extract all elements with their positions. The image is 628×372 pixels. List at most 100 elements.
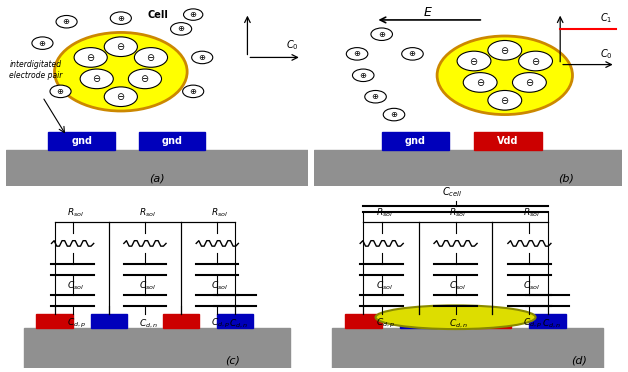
Text: $\oplus$: $\oplus$ bbox=[359, 71, 367, 80]
Circle shape bbox=[183, 85, 203, 97]
Bar bbox=[24, 328, 290, 368]
Text: $C_0$: $C_0$ bbox=[286, 38, 299, 52]
Text: $\ominus$: $\ominus$ bbox=[116, 91, 126, 102]
Text: E: E bbox=[424, 6, 432, 19]
Circle shape bbox=[457, 51, 491, 71]
Circle shape bbox=[488, 90, 522, 110]
Circle shape bbox=[183, 9, 203, 20]
Circle shape bbox=[488, 41, 522, 60]
Text: $\oplus$: $\oplus$ bbox=[198, 53, 207, 62]
Text: $\oplus$: $\oplus$ bbox=[189, 10, 197, 19]
Circle shape bbox=[365, 90, 386, 103]
Circle shape bbox=[50, 85, 71, 97]
Text: gnd: gnd bbox=[71, 137, 92, 146]
Text: $C_{d,n}$: $C_{d,n}$ bbox=[229, 317, 249, 330]
Bar bbox=[139, 132, 205, 150]
Bar bbox=[474, 314, 511, 328]
Text: $C_1$: $C_1$ bbox=[600, 12, 612, 25]
Bar bbox=[382, 132, 450, 150]
Text: $C_{sol}$: $C_{sol}$ bbox=[139, 279, 156, 292]
Circle shape bbox=[32, 37, 53, 49]
Text: $R_{sol}$: $R_{sol}$ bbox=[450, 206, 467, 219]
Text: $\oplus$: $\oplus$ bbox=[408, 49, 416, 58]
Text: Cell: Cell bbox=[148, 10, 169, 20]
Text: $C_{d,p}$: $C_{d,p}$ bbox=[523, 317, 543, 330]
Circle shape bbox=[74, 48, 107, 67]
Text: $\oplus$: $\oplus$ bbox=[377, 30, 386, 39]
Bar bbox=[48, 132, 115, 150]
Text: gnd: gnd bbox=[161, 137, 183, 146]
Text: $C_{sol}$: $C_{sol}$ bbox=[67, 279, 84, 292]
Bar bbox=[345, 314, 382, 328]
Text: gnd: gnd bbox=[405, 137, 426, 146]
Bar bbox=[400, 314, 437, 328]
Text: (b): (b) bbox=[558, 174, 574, 184]
Text: $C_{d,p}$: $C_{d,p}$ bbox=[67, 317, 86, 330]
Text: Vdd: Vdd bbox=[497, 137, 519, 146]
Text: $\ominus$: $\ominus$ bbox=[500, 95, 509, 106]
Text: $\ominus$: $\ominus$ bbox=[146, 52, 156, 63]
Text: $\ominus$: $\ominus$ bbox=[469, 55, 479, 67]
Circle shape bbox=[437, 36, 573, 115]
Text: $\oplus$: $\oplus$ bbox=[62, 17, 71, 26]
Text: $R_{sol}$: $R_{sol}$ bbox=[67, 206, 84, 219]
Circle shape bbox=[383, 108, 405, 121]
Circle shape bbox=[346, 48, 368, 60]
Bar bbox=[6, 150, 308, 186]
Text: $C_{sol}$: $C_{sol}$ bbox=[523, 279, 541, 292]
Text: $\ominus$: $\ominus$ bbox=[525, 77, 534, 88]
Text: $\oplus$: $\oplus$ bbox=[189, 87, 197, 96]
Text: (a): (a) bbox=[149, 174, 165, 184]
Text: $\oplus$: $\oplus$ bbox=[57, 87, 65, 96]
Bar bbox=[90, 314, 127, 328]
Text: $\ominus$: $\ominus$ bbox=[500, 45, 509, 56]
Text: (d): (d) bbox=[571, 356, 587, 366]
Bar bbox=[332, 328, 604, 368]
Text: $\oplus$: $\oplus$ bbox=[390, 110, 398, 119]
Text: $\oplus$: $\oplus$ bbox=[353, 49, 361, 58]
Text: $C_0$: $C_0$ bbox=[600, 47, 612, 61]
Text: (c): (c) bbox=[225, 356, 240, 366]
Ellipse shape bbox=[376, 305, 536, 329]
Text: $C_{d,n}$: $C_{d,n}$ bbox=[139, 317, 158, 330]
Text: $\ominus$: $\ominus$ bbox=[86, 52, 95, 63]
Text: $C_{d,p}$: $C_{d,p}$ bbox=[211, 317, 230, 330]
Circle shape bbox=[55, 32, 187, 111]
Text: $R_{sol}$: $R_{sol}$ bbox=[376, 206, 392, 219]
Text: $R_{sol}$: $R_{sol}$ bbox=[211, 206, 229, 219]
Circle shape bbox=[56, 16, 77, 28]
Text: $\oplus$: $\oplus$ bbox=[38, 39, 46, 48]
Bar bbox=[314, 150, 622, 186]
Circle shape bbox=[171, 23, 192, 35]
Circle shape bbox=[463, 73, 497, 92]
Circle shape bbox=[104, 37, 138, 57]
Bar bbox=[474, 132, 542, 150]
Text: $\oplus$: $\oplus$ bbox=[177, 25, 185, 33]
Text: interdigitated
electrode pair: interdigitated electrode pair bbox=[9, 60, 63, 80]
Circle shape bbox=[104, 87, 138, 106]
Text: $\ominus$: $\ominus$ bbox=[475, 77, 485, 88]
Text: $C_{sol}$: $C_{sol}$ bbox=[376, 279, 392, 292]
Circle shape bbox=[111, 12, 131, 25]
Text: $R_{sol}$: $R_{sol}$ bbox=[139, 206, 156, 219]
Circle shape bbox=[371, 28, 392, 41]
Bar bbox=[529, 314, 566, 328]
Text: $\oplus$: $\oplus$ bbox=[117, 14, 125, 23]
Text: $C_{d,p}$: $C_{d,p}$ bbox=[376, 317, 395, 330]
Bar bbox=[217, 314, 254, 328]
Text: $\ominus$: $\ominus$ bbox=[92, 73, 101, 84]
Circle shape bbox=[352, 69, 374, 81]
Text: $R_{sol}$: $R_{sol}$ bbox=[523, 206, 540, 219]
Bar bbox=[36, 314, 73, 328]
Text: $\oplus$: $\oplus$ bbox=[371, 92, 380, 101]
Text: $\ominus$: $\ominus$ bbox=[140, 73, 149, 84]
Bar bbox=[163, 314, 199, 328]
Circle shape bbox=[402, 48, 423, 60]
Text: $C_{sol}$: $C_{sol}$ bbox=[450, 279, 467, 292]
Text: $C_{cell}$: $C_{cell}$ bbox=[442, 185, 463, 199]
Text: $\ominus$: $\ominus$ bbox=[531, 55, 540, 67]
Text: $C_{d,n}$: $C_{d,n}$ bbox=[542, 317, 561, 330]
Text: $C_{d,n}$: $C_{d,n}$ bbox=[450, 317, 468, 330]
Circle shape bbox=[80, 69, 113, 89]
Text: $\ominus$: $\ominus$ bbox=[116, 41, 126, 52]
